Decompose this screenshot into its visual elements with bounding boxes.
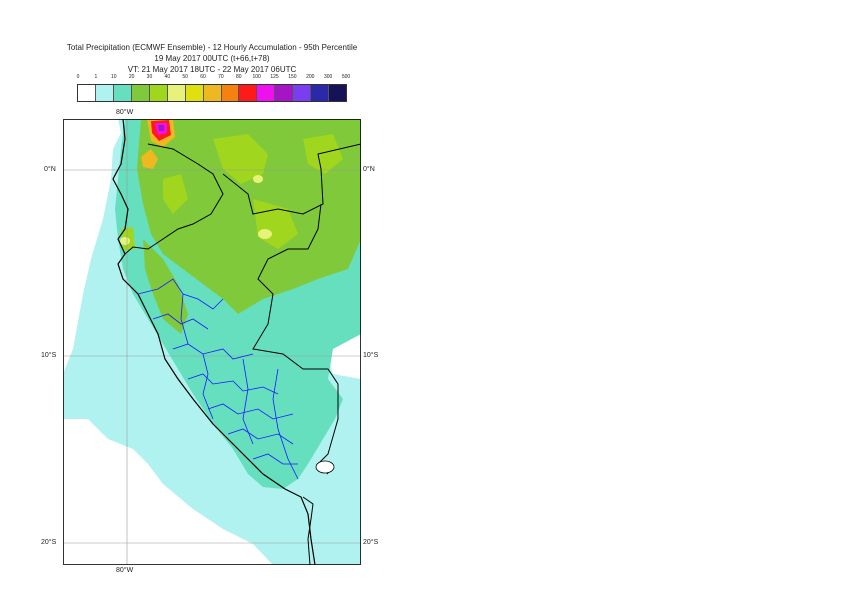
precip-yellow-cell bbox=[253, 175, 263, 183]
legend-swatch bbox=[203, 85, 222, 101]
map-frame bbox=[63, 119, 361, 565]
lat-label-left-0: 0°N bbox=[44, 166, 56, 173]
legend-tick-label: 500 bbox=[341, 74, 351, 80]
legend-swatch bbox=[275, 85, 294, 101]
legend-swatch bbox=[149, 85, 168, 101]
legend-tick-label: 10 bbox=[110, 74, 117, 80]
precip-purple-cell bbox=[158, 125, 164, 131]
precip-lime-area bbox=[163, 174, 188, 214]
legend-tick-label: 200 bbox=[306, 74, 315, 80]
precip-green-area bbox=[143, 239, 188, 334]
lon-label-bottom: 80°W bbox=[116, 567, 134, 574]
precip-lime-area bbox=[213, 134, 268, 184]
chart-valid-time: VT: 21 May 2017 18UTC - 22 May 2017 06UT… bbox=[127, 65, 297, 74]
legend-tick-label: 125 bbox=[270, 74, 279, 80]
legend-tick-label: 20 bbox=[128, 74, 135, 80]
legend-swatch bbox=[167, 85, 186, 101]
legend-tick-label: 80 bbox=[236, 74, 242, 80]
color-legend: 0 1 10 20 30 40 50 60 70 80 100 125 150 200 300 500 bbox=[77, 74, 357, 102]
lat-label-right-10: 10°S bbox=[363, 352, 379, 359]
coastline bbox=[112, 119, 316, 565]
lat-label-left-20: 20°S bbox=[41, 539, 57, 546]
legend-tick-label: 300 bbox=[323, 74, 333, 80]
precip-yellow-cell bbox=[120, 237, 130, 245]
legend-tick-label: 150 bbox=[288, 74, 297, 80]
legend-swatch bbox=[329, 85, 347, 101]
legend-tick-label: 70 bbox=[218, 74, 224, 80]
legend-swatch bbox=[257, 85, 276, 101]
legend-tick-label: 40 bbox=[164, 74, 171, 80]
no-precip-area bbox=[63, 419, 273, 565]
country-border-colombia bbox=[222, 143, 361, 215]
lat-label-right-0: 0°N bbox=[363, 166, 375, 173]
legend-swatch bbox=[131, 85, 150, 101]
lon-label-top: 80°W bbox=[116, 109, 134, 116]
legend-tick-label: 30 bbox=[146, 74, 153, 80]
legend-swatch bbox=[78, 85, 96, 101]
lat-label-left-10: 10°S bbox=[41, 352, 57, 359]
legend-tick-label: 1 bbox=[94, 74, 98, 80]
precip-lime-area bbox=[303, 134, 343, 174]
legend-color-bar bbox=[77, 84, 347, 102]
precip-yellow-cell bbox=[258, 229, 272, 239]
legend-tick-label: 0 bbox=[76, 74, 80, 80]
legend-swatch bbox=[221, 85, 240, 101]
legend-swatch bbox=[311, 85, 330, 101]
lat-label-right-20: 20°S bbox=[363, 539, 379, 546]
no-precip-area bbox=[63, 119, 121, 374]
legend-swatch bbox=[239, 85, 258, 101]
legend-tick-label: 60 bbox=[200, 74, 206, 80]
legend-swatch bbox=[293, 85, 312, 101]
regional-borders bbox=[137, 278, 299, 480]
precipitation-map bbox=[63, 119, 361, 565]
precip-green-area bbox=[137, 119, 361, 314]
legend-swatch bbox=[95, 85, 114, 101]
lake-titicaca bbox=[315, 460, 335, 474]
legend-tick-labels: 0 1 10 20 30 40 50 60 70 80 100 125 150 200 300 500 bbox=[77, 74, 357, 83]
country-border-chile bbox=[302, 496, 314, 565]
chart-title: Total Precipitation (ECMWF Ensemble) - 1… bbox=[66, 43, 358, 52]
country-border-ecuador bbox=[124, 143, 224, 255]
country-border-brazil bbox=[252, 203, 339, 475]
legend-swatch bbox=[113, 85, 132, 101]
chart-run-time: 19 May 2017 00UTC (t+66,t+78) bbox=[154, 54, 270, 63]
legend-tick-label: 50 bbox=[182, 74, 188, 80]
legend-tick-label: 100 bbox=[252, 74, 261, 80]
precip-orange-cell bbox=[141, 149, 158, 169]
legend-swatch bbox=[185, 85, 204, 101]
